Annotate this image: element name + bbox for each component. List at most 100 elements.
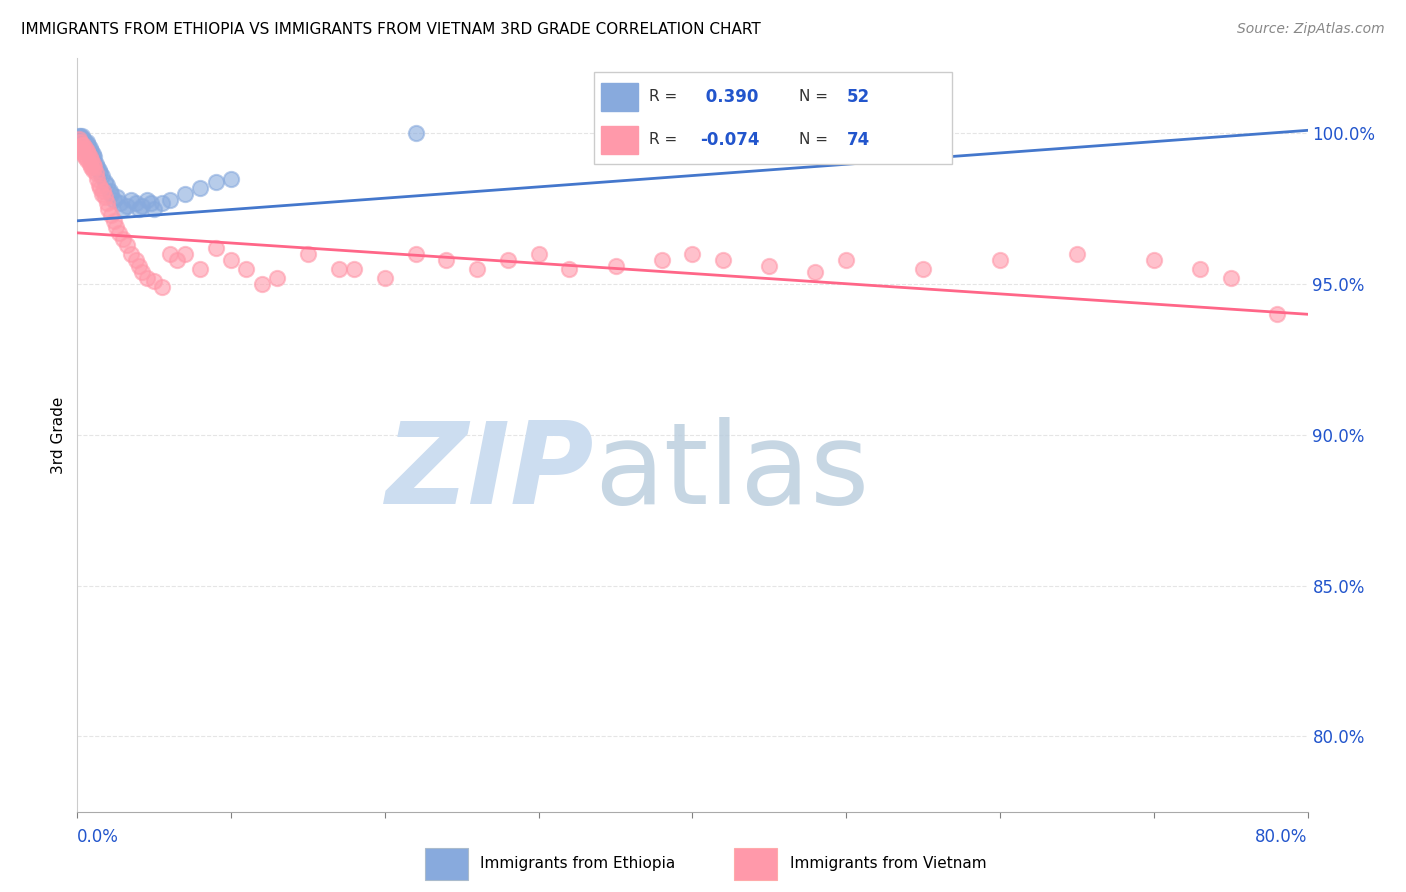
Point <box>112 232 135 246</box>
Point <box>69 136 91 150</box>
Point <box>79 147 101 161</box>
Point <box>84 156 107 170</box>
Point <box>558 262 581 277</box>
Point <box>131 265 153 279</box>
Point <box>141 195 163 210</box>
Point <box>80 153 103 168</box>
Point <box>104 219 127 234</box>
Text: 0.0%: 0.0% <box>77 828 120 846</box>
Y-axis label: 3rd Grade: 3rd Grade <box>51 396 66 474</box>
Point <box>159 193 181 207</box>
Point <box>112 202 135 216</box>
Point <box>76 153 98 168</box>
Bar <box>602 126 638 153</box>
Point <box>67 132 90 146</box>
Point <box>70 136 93 150</box>
Point <box>711 252 734 267</box>
Point <box>90 186 114 201</box>
Point <box>988 252 1011 267</box>
Point <box>87 178 110 192</box>
Point <box>94 175 117 189</box>
Text: R =: R = <box>650 132 682 147</box>
Point <box>89 180 111 194</box>
Text: Source: ZipAtlas.com: Source: ZipAtlas.com <box>1237 22 1385 37</box>
Point <box>76 141 98 155</box>
Point <box>235 262 257 277</box>
Text: 52: 52 <box>846 87 869 105</box>
Point <box>115 199 138 213</box>
Point <box>128 202 150 216</box>
Point <box>651 252 673 267</box>
Point <box>67 132 90 146</box>
Point <box>89 165 111 179</box>
Text: IMMIGRANTS FROM ETHIOPIA VS IMMIGRANTS FROM VIETNAM 3RD GRADE CORRELATION CHART: IMMIGRANTS FROM ETHIOPIA VS IMMIGRANTS F… <box>21 22 761 37</box>
Point <box>219 171 242 186</box>
Point <box>405 126 427 140</box>
Point <box>98 184 121 198</box>
Point <box>143 202 166 216</box>
Point <box>135 271 157 285</box>
Point <box>79 151 101 165</box>
Text: Immigrants from Vietnam: Immigrants from Vietnam <box>790 855 986 871</box>
Point <box>297 247 319 261</box>
Point <box>73 136 96 150</box>
Point <box>131 199 153 213</box>
Point <box>174 247 197 261</box>
Point <box>100 186 122 201</box>
Point <box>103 214 125 228</box>
Point <box>72 147 94 161</box>
Point <box>72 138 94 153</box>
Point <box>82 147 104 161</box>
Point <box>328 262 350 277</box>
Text: 74: 74 <box>846 131 870 149</box>
Text: R =: R = <box>650 89 682 104</box>
Point <box>1188 262 1211 277</box>
Point <box>128 259 150 273</box>
Text: atlas: atlas <box>595 417 869 528</box>
Point <box>72 136 94 150</box>
Point <box>103 193 125 207</box>
Point <box>79 156 101 170</box>
Point <box>80 151 103 165</box>
Point <box>96 195 118 210</box>
Point <box>166 252 188 267</box>
Point <box>120 247 142 261</box>
Point <box>143 274 166 288</box>
Point <box>82 162 104 177</box>
Text: ZIP: ZIP <box>385 417 595 528</box>
Point <box>67 129 90 144</box>
Point <box>83 160 105 174</box>
Point <box>82 156 104 170</box>
Point <box>73 141 96 155</box>
Point <box>758 259 780 273</box>
Point <box>1265 307 1288 321</box>
Point <box>125 195 148 210</box>
Point <box>150 195 173 210</box>
Bar <box>602 83 638 111</box>
Point <box>496 252 519 267</box>
Point <box>84 165 107 179</box>
Point <box>436 252 458 267</box>
Point <box>82 153 104 168</box>
Point <box>96 178 118 192</box>
Text: Immigrants from Ethiopia: Immigrants from Ethiopia <box>481 855 675 871</box>
Point <box>159 247 181 261</box>
Point <box>835 252 858 267</box>
Point <box>77 145 100 159</box>
Point <box>219 252 242 267</box>
Point <box>1219 271 1241 285</box>
Point <box>80 160 103 174</box>
Point <box>204 175 226 189</box>
Point <box>125 252 148 267</box>
Point <box>188 262 212 277</box>
Point <box>1143 252 1166 267</box>
Text: N =: N = <box>799 132 832 147</box>
Point <box>73 151 96 165</box>
Point <box>77 138 100 153</box>
Point <box>86 171 108 186</box>
Point <box>204 241 226 255</box>
Point <box>90 169 114 183</box>
Point <box>108 226 131 240</box>
Point <box>266 271 288 285</box>
Point <box>93 184 115 198</box>
